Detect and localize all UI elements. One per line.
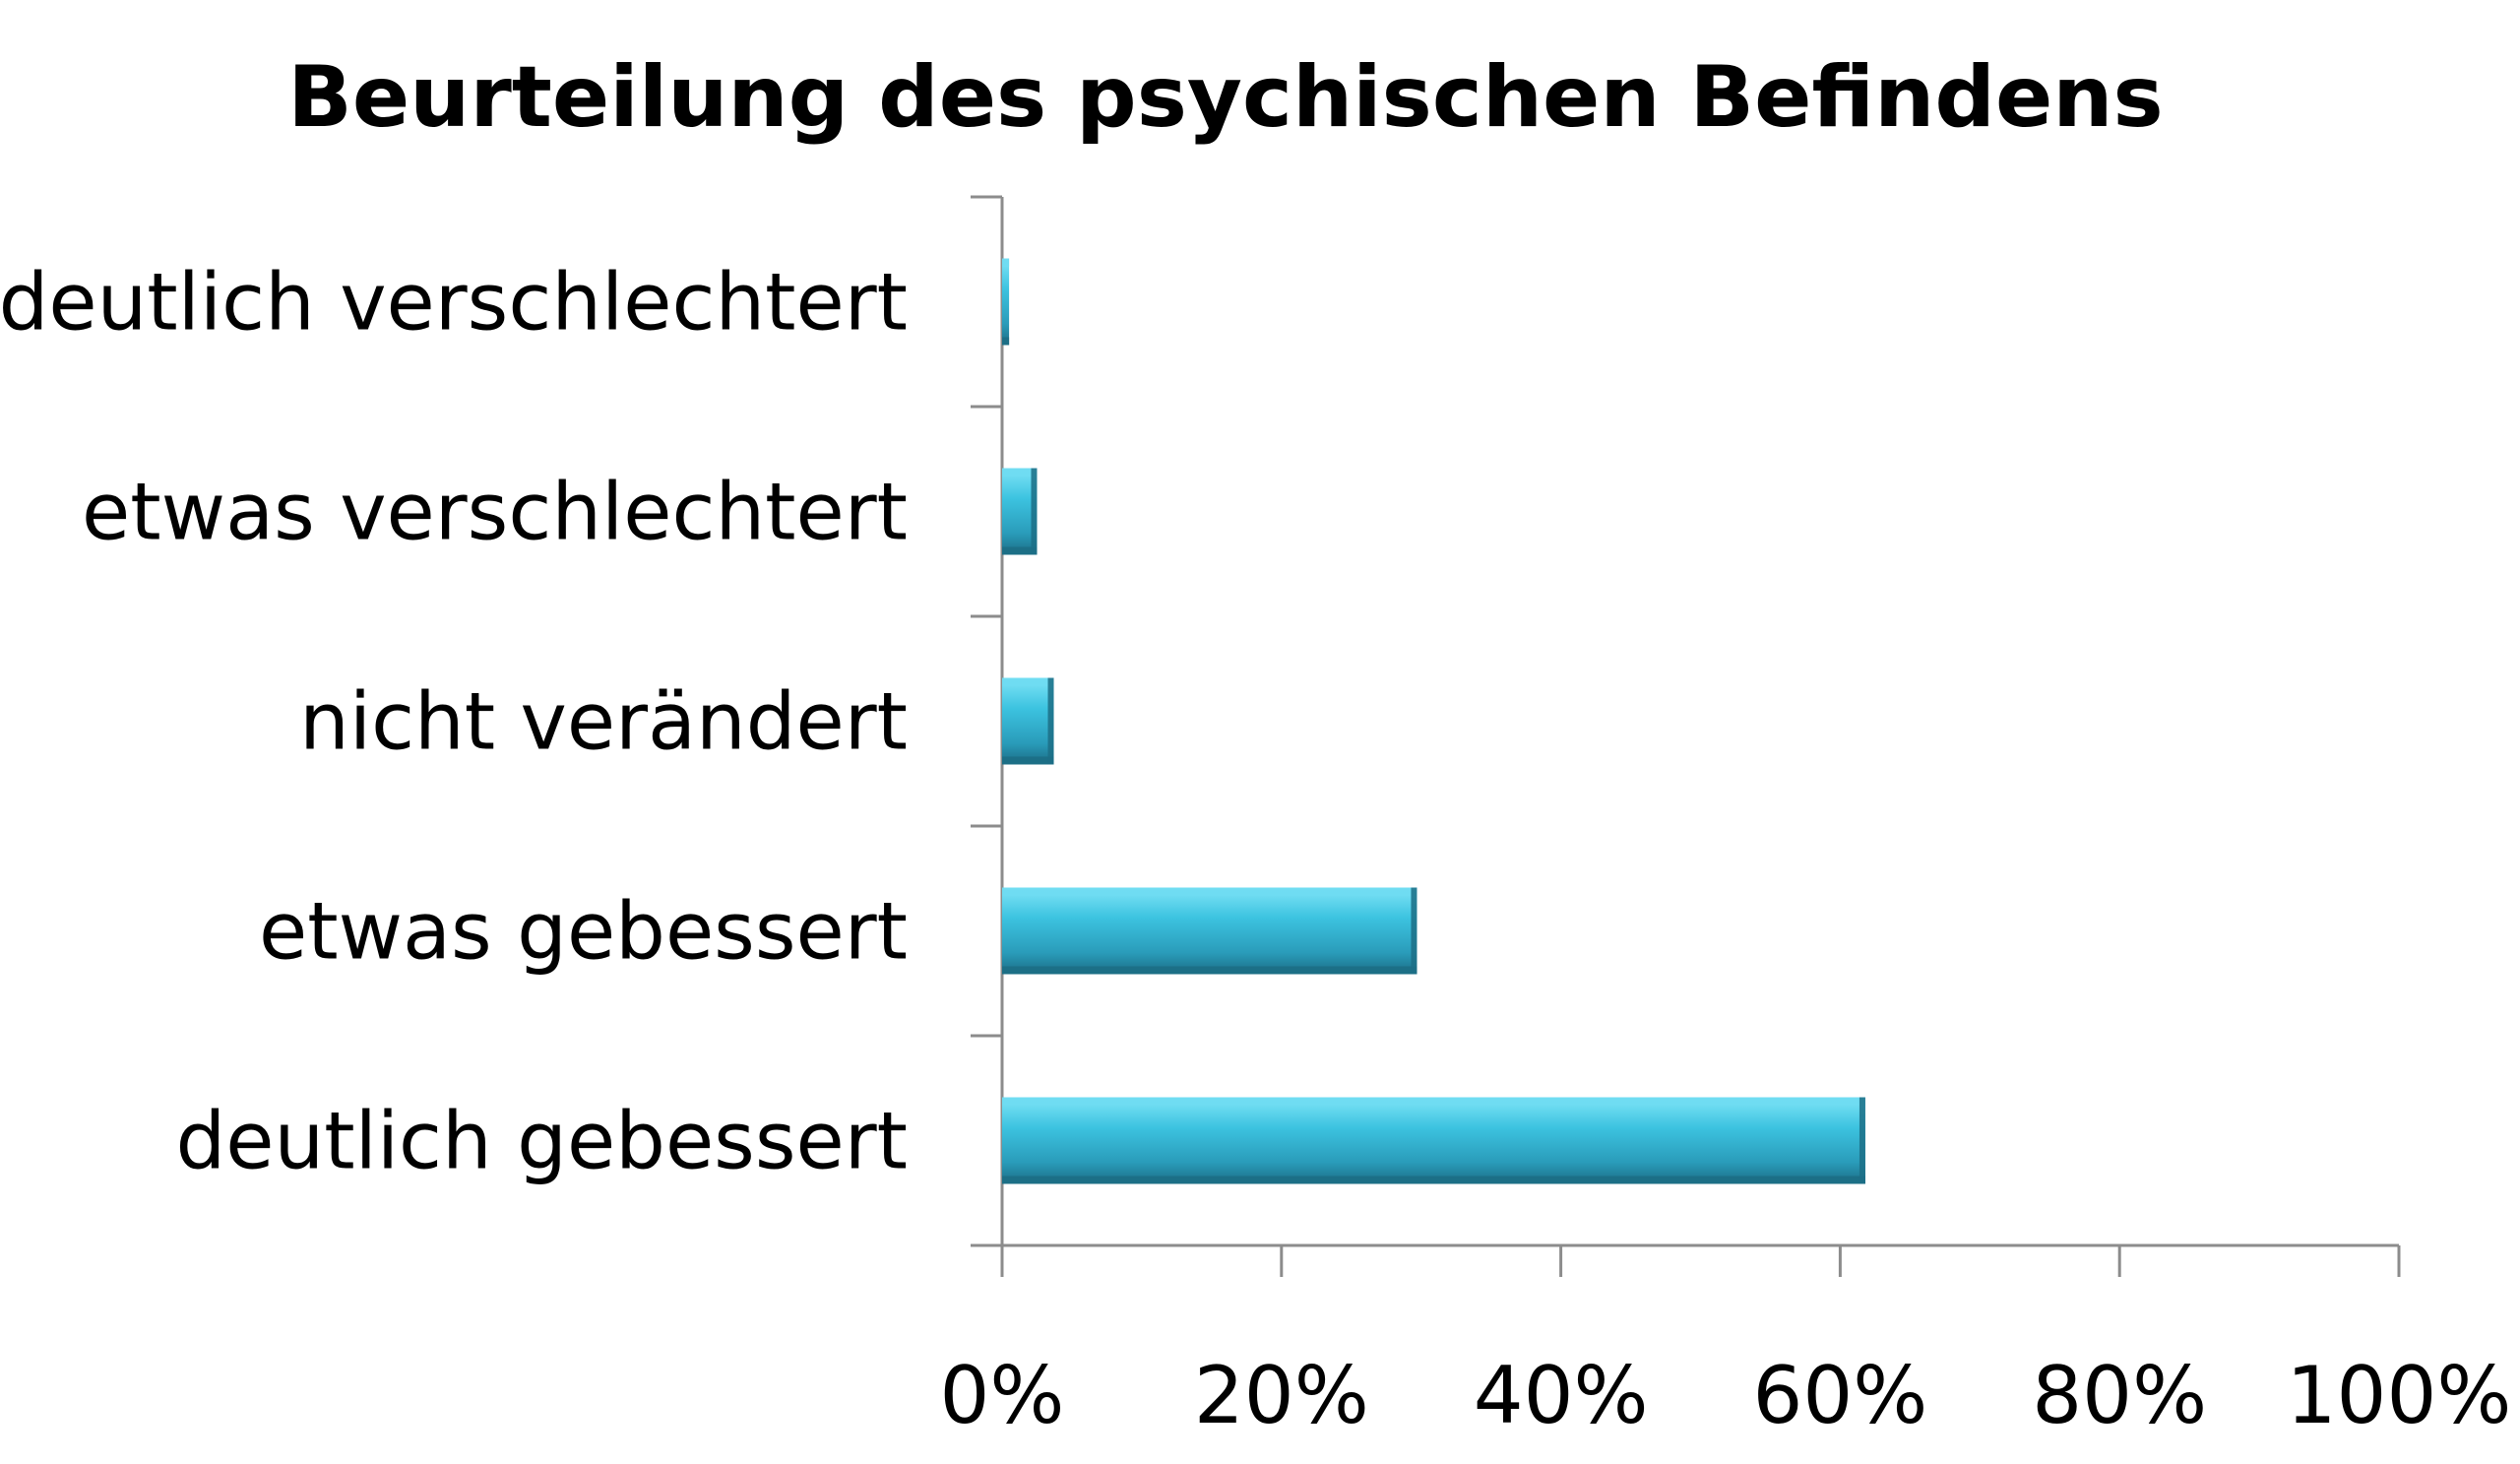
category-label: etwas gebessert: [259, 886, 908, 978]
bar: [1002, 1097, 1865, 1184]
bar: [1002, 258, 1010, 346]
category-labels: deutlich verschlechtert etwas verschlecht…: [0, 257, 908, 1187]
bar-highlight: [1002, 887, 1418, 896]
bar-edge: [1411, 887, 1418, 975]
bar-shadow: [1002, 546, 1038, 555]
bar: [1002, 468, 1038, 555]
x-tick-label: 60%: [1752, 1350, 1927, 1441]
bar-highlight: [1002, 468, 1038, 477]
bar-shadow: [1002, 756, 1054, 765]
bar-shadow: [1002, 1176, 1865, 1184]
bar-edge: [1858, 1097, 1865, 1184]
bar: [1002, 677, 1054, 765]
bar-body: [1002, 258, 1010, 346]
bar-edge: [1047, 677, 1054, 765]
bar-highlight: [1002, 677, 1054, 686]
x-tick-label: 80%: [2032, 1350, 2207, 1441]
bar-body: [1002, 1097, 1865, 1184]
x-tick-label: 100%: [2287, 1350, 2512, 1441]
x-tick-label: 20%: [1194, 1350, 1369, 1441]
x-tick-label: 40%: [1474, 1350, 1649, 1441]
chart-title: Beurteilung des psychischen Befindens: [287, 48, 2163, 147]
category-label: nicht verändert: [299, 676, 908, 768]
category-label: etwas verschlechtert: [82, 467, 908, 558]
bar: [1002, 887, 1418, 975]
category-label: deutlich verschlechtert: [0, 257, 908, 349]
bar-body: [1002, 887, 1418, 975]
bars: [1002, 258, 1865, 1184]
category-label: deutlich gebessert: [176, 1096, 908, 1187]
bar-body: [1002, 677, 1054, 765]
x-tick-labels: 0% 20% 40% 60% 80% 100%: [940, 1350, 2512, 1441]
bar-edge: [1031, 468, 1038, 555]
bar-shadow: [1002, 337, 1010, 346]
bar-highlight: [1002, 258, 1010, 267]
bar-shadow: [1002, 966, 1418, 975]
x-tick-label: 0%: [940, 1350, 1065, 1441]
bar-highlight: [1002, 1097, 1865, 1106]
